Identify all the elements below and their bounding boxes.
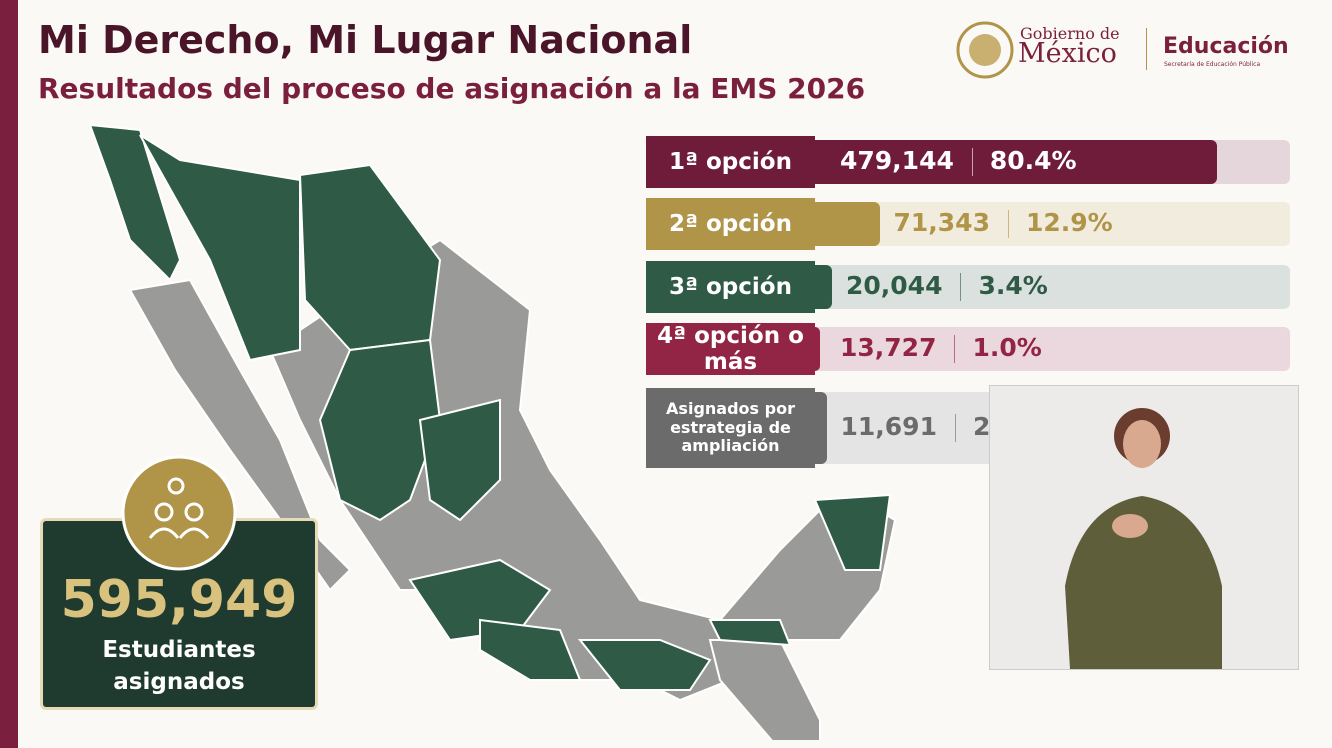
bar	[815, 202, 880, 246]
logo-text: Educación	[1163, 34, 1289, 59]
logo-text: Secretaría de Educación Pública	[1164, 61, 1261, 68]
separator	[971, 148, 973, 176]
subtitle: Resultados del proceso de asignación a l…	[38, 72, 866, 105]
bar	[815, 327, 820, 371]
separator	[954, 414, 956, 442]
count-label: 11,691	[840, 412, 937, 441]
bar	[815, 140, 1217, 184]
total-value: 595,949	[60, 570, 298, 630]
category-label: 4ª opción o más	[646, 323, 815, 375]
value-label: 1.0%	[972, 333, 1042, 362]
category-label: 2ª opción	[646, 198, 815, 250]
count-label: 479,144	[840, 146, 954, 175]
logo-text: México	[1018, 38, 1117, 69]
interpreter	[1065, 408, 1222, 669]
divider	[1146, 28, 1147, 70]
value-label: 3.4%	[978, 271, 1048, 300]
value-label: 80.4%	[989, 146, 1077, 175]
separator	[960, 273, 962, 301]
bar-track	[815, 327, 1290, 371]
bar-track	[815, 265, 1290, 309]
total-label: Estudiantes asignados	[102, 637, 256, 695]
category-label: 3ª opción	[646, 261, 815, 313]
map	[88, 123, 897, 740]
title: Mi Derecho, Mi Lugar Nacional	[38, 18, 693, 62]
students-icon	[121, 455, 237, 571]
bar	[815, 265, 832, 309]
side-stripe	[0, 0, 18, 748]
value-label: 12.9%	[1025, 208, 1113, 237]
separator	[954, 335, 956, 363]
count-label: 20,044	[846, 271, 943, 300]
separator	[1007, 210, 1009, 238]
emblem	[956, 21, 1014, 79]
bar	[815, 392, 827, 464]
count-label: 13,727	[840, 333, 937, 362]
bar-track	[815, 202, 1290, 246]
logo-text: Gobierno de	[1020, 24, 1120, 43]
interpreter-video	[989, 385, 1299, 670]
count-label: 71,343	[893, 208, 990, 237]
category-label: 1ª opción	[646, 136, 815, 188]
category-label: Asignados por estrategia de ampliación	[646, 388, 815, 468]
